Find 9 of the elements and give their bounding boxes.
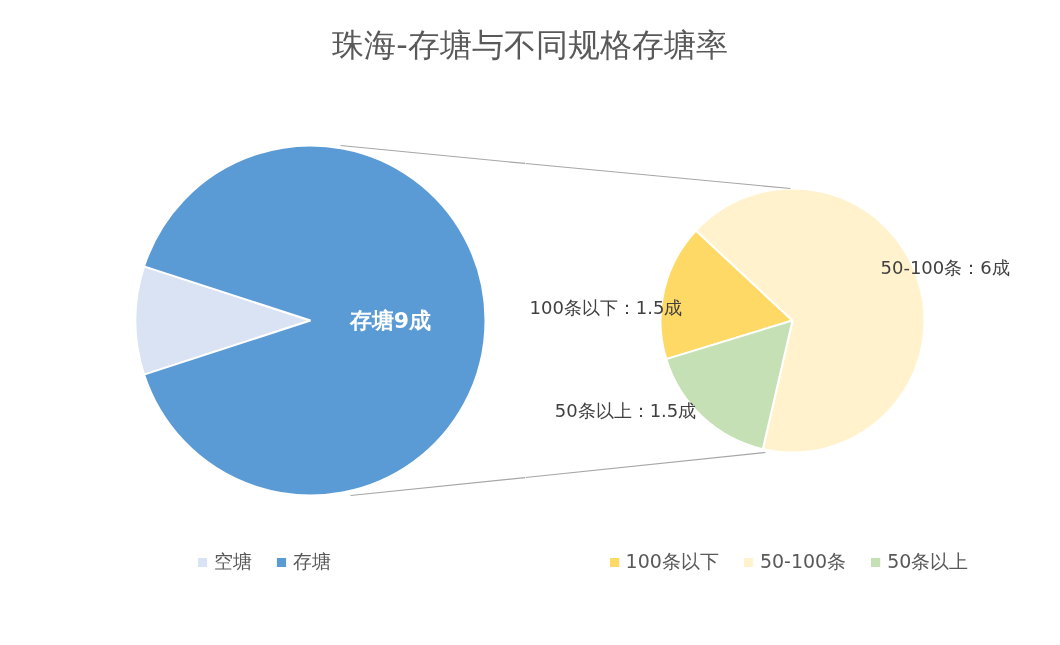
legend-label: 空塘 (213, 549, 252, 574)
data-label: 50-100条：6成 (880, 257, 1010, 278)
chart-title: 珠海-存塘与不同规格存塘率 (332, 25, 728, 66)
data-label: 存塘9成 (348, 308, 432, 333)
legend-label: 50条以上 (887, 549, 969, 574)
legend-label: 存塘 (292, 549, 331, 574)
data-label: 50条以上：1.5成 (554, 400, 697, 421)
legend-label: 100条以下 (625, 549, 719, 574)
legend-label: 50-100条 (759, 549, 847, 574)
